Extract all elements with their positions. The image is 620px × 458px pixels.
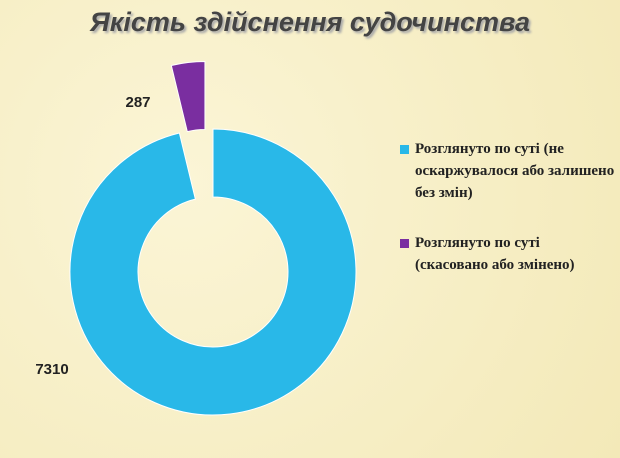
donut-slice — [69, 128, 357, 416]
legend: Розглянуто по суті (не оскаржувалося або… — [400, 138, 615, 304]
data-label: 7310 — [35, 361, 68, 378]
legend-swatch — [400, 145, 409, 154]
donut-slice — [170, 60, 206, 133]
legend-item: Розглянуто по суті (не оскаржувалося або… — [400, 138, 615, 204]
data-label: 287 — [125, 94, 150, 111]
legend-label: Розглянуто по суті (скасовано або змінен… — [415, 235, 575, 273]
legend-item: Розглянуто по суті (скасовано або змінен… — [400, 232, 615, 276]
legend-label: Розглянуто по суті (не оскаржувалося або… — [415, 141, 615, 201]
legend-swatch — [400, 239, 409, 248]
chart-title: Якість здійснення судочинства — [89, 7, 530, 37]
